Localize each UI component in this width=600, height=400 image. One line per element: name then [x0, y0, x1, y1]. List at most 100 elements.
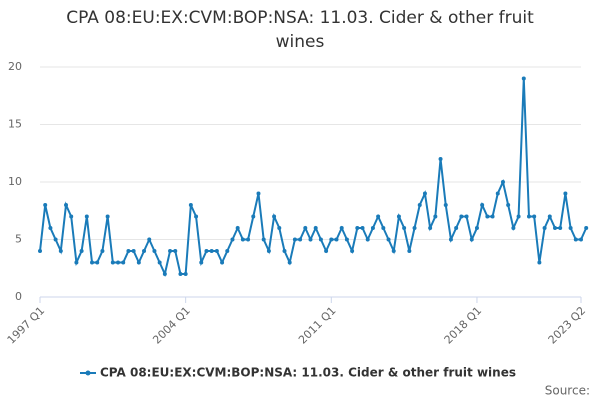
data-point [173, 249, 178, 253]
data-point [344, 237, 349, 242]
data-point [74, 260, 79, 265]
data-point [526, 214, 531, 219]
y-tick-label: 10 [8, 175, 22, 188]
data-point [537, 260, 542, 265]
data-point [272, 214, 277, 219]
source-label: Source: [545, 384, 590, 398]
data-point [58, 249, 63, 253]
data-point [100, 249, 105, 253]
data-point [324, 249, 329, 253]
data-point [277, 226, 282, 230]
data-point [303, 226, 308, 230]
data-point [251, 214, 256, 219]
data-point [334, 237, 339, 242]
data-point [495, 191, 500, 196]
data-point [287, 260, 292, 265]
series-line [39, 78, 588, 278]
data-point [391, 249, 396, 253]
data-point [370, 226, 375, 230]
data-point [438, 157, 443, 161]
data-point [204, 249, 209, 253]
data-point [360, 226, 365, 230]
data-point [568, 226, 573, 230]
data-point [152, 249, 157, 253]
data-point [547, 214, 552, 219]
data-point [511, 226, 516, 230]
data-point [381, 226, 386, 230]
data-point [552, 226, 557, 230]
data-point [220, 260, 225, 265]
y-tick-label: 15 [8, 118, 22, 131]
data-point [84, 214, 89, 219]
data-point [459, 214, 464, 219]
data-point [162, 272, 167, 276]
data-point [142, 249, 147, 253]
data-point [266, 249, 271, 253]
data-point [261, 237, 266, 242]
data-point [474, 226, 479, 230]
x-tick-label: 2004 Q1 [150, 304, 193, 347]
data-point [105, 214, 110, 219]
y-tick-label: 20 [8, 60, 22, 73]
data-point [131, 249, 136, 253]
legend-label: CPA 08:EU:EX:CVM:BOP:NSA: 11.03. Cider &… [100, 366, 516, 380]
data-point [157, 260, 162, 265]
data-point [240, 237, 245, 242]
data-point [402, 226, 407, 230]
data-point [90, 260, 95, 265]
data-point [563, 191, 568, 196]
data-point [417, 203, 422, 207]
data-point [339, 226, 344, 230]
data-point [209, 249, 214, 253]
data-point [485, 214, 490, 219]
legend-marker [85, 370, 91, 376]
data-point [532, 214, 537, 219]
data-point [350, 249, 355, 253]
data-point [199, 260, 204, 265]
data-point [464, 214, 469, 219]
data-point [355, 226, 360, 230]
data-point [256, 191, 261, 196]
data-point [214, 249, 219, 253]
data-point [480, 203, 485, 207]
data-point [579, 237, 583, 242]
data-point [121, 260, 126, 265]
x-tick-label: 1997 Q1 [5, 304, 48, 347]
data-point [53, 237, 58, 242]
data-point [95, 260, 100, 265]
data-point [110, 260, 115, 265]
data-point [79, 249, 84, 253]
data-point [194, 214, 199, 219]
data-point [178, 272, 183, 276]
data-point [454, 226, 459, 230]
data-point [422, 191, 427, 196]
data-point [365, 237, 370, 242]
data-point [235, 226, 240, 230]
x-tick-label: 2023 Q2 [546, 304, 589, 347]
data-point [448, 237, 453, 242]
data-point [558, 226, 563, 230]
chart-title: CPA 08:EU:EX:CVM:BOP:NSA: 11.03. Cider &… [66, 8, 534, 52]
y-tick-label: 0 [15, 290, 22, 303]
data-point [126, 249, 131, 253]
data-point [490, 214, 495, 219]
data-point [396, 214, 401, 219]
data-point [469, 237, 474, 242]
x-tick-label: 2011 Q1 [296, 304, 339, 347]
data-point [308, 237, 313, 242]
data-point [500, 180, 505, 184]
data-point [443, 203, 448, 207]
data-point [282, 249, 287, 253]
x-tick-label: 2018 Q1 [442, 304, 485, 347]
data-point [516, 214, 521, 219]
data-point [313, 226, 318, 230]
data-point [147, 237, 152, 242]
data-point [116, 260, 121, 265]
data-point [48, 226, 53, 230]
data-point [412, 226, 417, 230]
data-point [386, 237, 391, 242]
data-point [183, 272, 188, 276]
data-point [246, 237, 251, 242]
